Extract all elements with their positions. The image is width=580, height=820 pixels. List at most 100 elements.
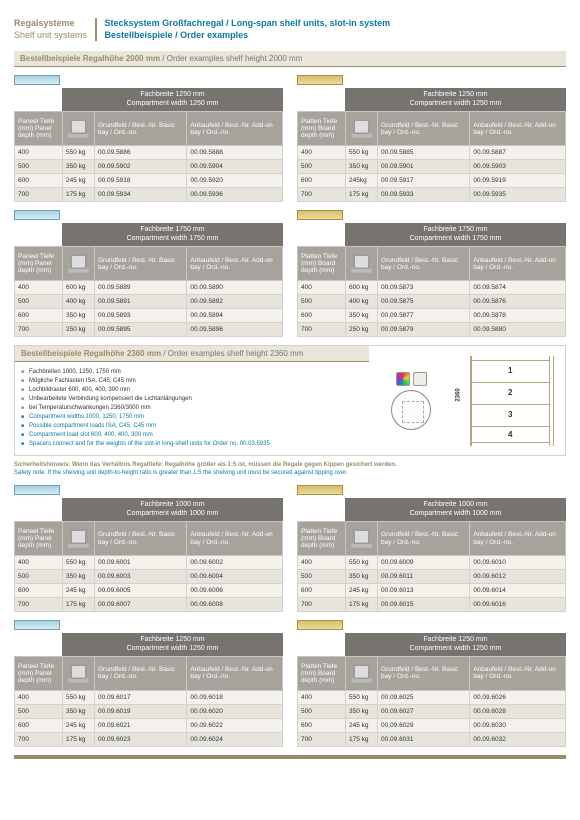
cell-basic: 00.09.5877 bbox=[378, 309, 470, 323]
info-box-2360: Bestellbeispiele Regalhöhe 2360 mm / Ord… bbox=[14, 345, 566, 456]
cell-addon: 00.09.5935 bbox=[470, 188, 566, 202]
cell-weight: 550 kg bbox=[346, 146, 378, 160]
cell-basic: 00.09.6031 bbox=[378, 733, 470, 747]
table-2360-1250-panel: Paneel Tiefe (mm) Panel depth (mm) Grund… bbox=[14, 656, 283, 747]
bullet-item: Fachbreiten 1000, 1250, 1750 mm bbox=[21, 368, 363, 377]
cell-basic: 00.09.5901 bbox=[378, 160, 470, 174]
cell-depth: 500 bbox=[15, 160, 63, 174]
section-2000-en: / Order examples shelf height 2000 mm bbox=[160, 54, 302, 63]
footer-bar bbox=[14, 755, 566, 759]
cell-weight: 350 kg bbox=[346, 309, 378, 323]
cell-addon: 00.09.6012 bbox=[470, 570, 566, 584]
bullet-item: Lochbildraster 600, 400, 400, 300 mm bbox=[21, 386, 363, 395]
cell-depth: 700 bbox=[15, 598, 63, 612]
cell-addon: 00.09.6028 bbox=[470, 705, 566, 719]
cell-addon: 00.09.5876 bbox=[470, 295, 566, 309]
table-2360-1000-board: Platten Tiefe (mm) Board depth (mm) Grun… bbox=[297, 521, 566, 612]
table-row: 500350 kg00.09.590100.09.5903 bbox=[298, 160, 566, 174]
cell-depth: 500 bbox=[15, 570, 63, 584]
cell-basic: 00.09.6003 bbox=[95, 570, 187, 584]
bullets-en: Compartment widths 1000, 1250, 1750 mmPo… bbox=[21, 413, 363, 449]
cell-addon: 00.09.5878 bbox=[470, 309, 566, 323]
cell-weight: 400 kg bbox=[63, 295, 95, 309]
cell-basic: 00.09.5886 bbox=[95, 146, 187, 160]
cell-weight: 245kg bbox=[346, 174, 378, 188]
table-2000-1250-board: Platten Tiefe (mm) Board depth (mm) Grun… bbox=[297, 111, 566, 202]
header-right-1: Stecksystem Großfachregal / Long-span sh… bbox=[105, 18, 391, 30]
cell-depth: 400 bbox=[298, 691, 346, 705]
cell-depth: 700 bbox=[298, 323, 346, 337]
cell-weight: 175 kg bbox=[346, 598, 378, 612]
cell-addon: 00.09.5874 bbox=[470, 281, 566, 295]
safety-note: Sicherheitshinweis: Wenn das Verhältnis … bbox=[14, 462, 566, 477]
info-graphic-circle bbox=[371, 352, 451, 449]
block-2360-1000-board: Fachbreite 1000 mmCompartment width 1000… bbox=[297, 485, 566, 612]
cell-weight: 350 kg bbox=[63, 309, 95, 323]
shelf-icon-board bbox=[297, 210, 343, 220]
cell-basic: 00.09.6005 bbox=[95, 584, 187, 598]
cell-addon: 00.09.5887 bbox=[470, 146, 566, 160]
cell-weight: 250 kg bbox=[63, 323, 95, 337]
table-row: 500350 kg00.09.601900.09.6020 bbox=[15, 705, 283, 719]
header-divider bbox=[95, 18, 97, 41]
cell-weight: 245 kg bbox=[63, 174, 95, 188]
table-row: 400550 kg00.09.600100.09.6002 bbox=[15, 556, 283, 570]
cell-addon: 00.09.5903 bbox=[470, 160, 566, 174]
header-left-de: Regalsysteme bbox=[14, 18, 87, 30]
cell-depth: 400 bbox=[15, 146, 63, 160]
cell-basic: 00.09.6021 bbox=[95, 719, 187, 733]
cell-depth: 700 bbox=[15, 733, 63, 747]
cell-basic: 00.09.5893 bbox=[95, 309, 187, 323]
cell-weight: 600 kg bbox=[63, 281, 95, 295]
block-head: Fachbreite 1250 mm Compartment width 125… bbox=[62, 88, 283, 111]
table-row: 700175 kg00.09.603100.09.6032 bbox=[298, 733, 566, 747]
cell-weight: 175 kg bbox=[63, 188, 95, 202]
cell-depth: 500 bbox=[15, 295, 63, 309]
table-row: 500350 kg00.09.602700.09.6028 bbox=[298, 705, 566, 719]
cell-addon: 00.09.5919 bbox=[470, 174, 566, 188]
cell-addon: 00.09.5890 bbox=[187, 281, 283, 295]
cell-weight: 350 kg bbox=[346, 570, 378, 584]
cell-addon: 00.09.6014 bbox=[470, 584, 566, 598]
cell-basic: 00.09.6011 bbox=[378, 570, 470, 584]
cell-weight: 250 kg bbox=[346, 323, 378, 337]
cell-addon: 00.09.6030 bbox=[470, 719, 566, 733]
cell-depth: 600 bbox=[15, 174, 63, 188]
cell-weight: 550 kg bbox=[346, 556, 378, 570]
table-row: 400550 kg00.09.600900.09.6010 bbox=[298, 556, 566, 570]
cell-addon: 00.09.6020 bbox=[187, 705, 283, 719]
cell-basic: 00.09.6001 bbox=[95, 556, 187, 570]
table-2360-1000-panel: Paneel Tiefe (mm) Panel depth (mm) Grund… bbox=[14, 521, 283, 612]
table-row: 400550 kg00.09.588500.09.5887 bbox=[298, 146, 566, 160]
table-row: 400550 kg00.09.601700.09.6018 bbox=[15, 691, 283, 705]
cell-weight: 245 kg bbox=[63, 584, 95, 598]
cell-basic: 00.09.6017 bbox=[95, 691, 187, 705]
cell-depth: 600 bbox=[15, 584, 63, 598]
info-badge-icon bbox=[413, 372, 427, 386]
cell-basic: 00.09.5895 bbox=[95, 323, 187, 337]
header-left-en: Shelf unit systems bbox=[14, 30, 87, 42]
table-2000-1750-board: Platten Tiefe (mm) Board depth (mm) Grun… bbox=[297, 246, 566, 337]
table-row: 500400 kg00.09.589100.09.5892 bbox=[15, 295, 283, 309]
bullet-item: Mögliche Fachlasten ISA, C45, C45 mm bbox=[21, 377, 363, 386]
table-row: 500350 kg00.09.601100.09.6012 bbox=[298, 570, 566, 584]
cell-weight: 175 kg bbox=[63, 733, 95, 747]
shelf-icon-panel bbox=[14, 75, 60, 85]
block-2360-1250-panel: Fachbreite 1250 mmCompartment width 1250… bbox=[14, 620, 283, 747]
cell-basic: 00.09.6019 bbox=[95, 705, 187, 719]
cell-basic: 00.09.5933 bbox=[378, 188, 470, 202]
cell-addon: 00.09.5904 bbox=[187, 160, 283, 174]
cell-basic: 00.09.5918 bbox=[95, 174, 187, 188]
shelf-icon-board bbox=[297, 620, 343, 630]
page-header: Regalsysteme Shelf unit systems Stecksys… bbox=[14, 18, 566, 41]
breadcrumb-left: Regalsysteme Shelf unit systems bbox=[14, 18, 87, 41]
table-row: 400600 kg00.09.587300.09.5874 bbox=[298, 281, 566, 295]
cell-addon: 00.09.5880 bbox=[470, 323, 566, 337]
cell-weight: 175 kg bbox=[346, 733, 378, 747]
magnifier-icon bbox=[391, 390, 431, 430]
cell-basic: 00.09.5873 bbox=[378, 281, 470, 295]
shelf-diagram: 2360 1 2 3 4 bbox=[464, 356, 554, 446]
cell-depth: 400 bbox=[15, 691, 63, 705]
cell-weight: 550 kg bbox=[63, 556, 95, 570]
shelf-icon-panel bbox=[14, 620, 60, 630]
